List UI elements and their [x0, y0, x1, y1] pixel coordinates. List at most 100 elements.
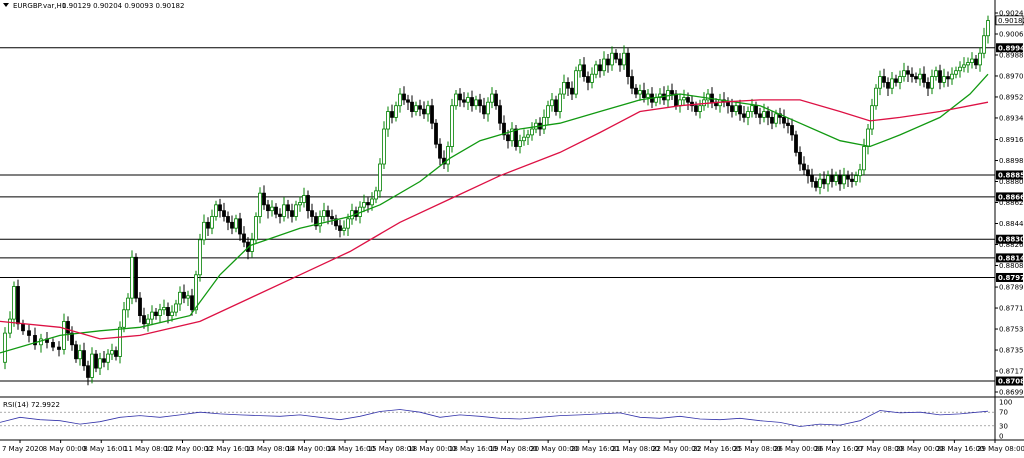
- rsi-line: [0, 409, 989, 427]
- time-tick-label: 14 May 00:00: [286, 445, 334, 453]
- candle-body: [146, 318, 150, 325]
- candle-body: [282, 204, 286, 217]
- candle-body: [798, 151, 802, 165]
- candle-body: [790, 125, 794, 136]
- candle-body: [542, 116, 546, 130]
- level-label-box: [996, 272, 1023, 282]
- candle-body: [482, 105, 486, 115]
- rsi-level-label: 30: [999, 422, 1008, 430]
- candle-body: [138, 297, 142, 317]
- rsi-level-label: 100: [999, 399, 1012, 407]
- candle-body: [434, 122, 438, 145]
- candle-body: [622, 52, 626, 66]
- candle-body: [338, 225, 342, 231]
- candle-body: [934, 70, 938, 77]
- candle-body: [862, 146, 866, 171]
- candle-body: [150, 311, 154, 320]
- candle-body: [706, 93, 710, 101]
- candle-body: [194, 274, 198, 311]
- candle-body: [678, 99, 682, 107]
- candle-body: [466, 97, 470, 103]
- price-tick-label: 0.87715: [999, 305, 1024, 313]
- candle-body: [366, 202, 370, 206]
- candle-body: [910, 73, 914, 77]
- candle-body: [214, 204, 218, 217]
- candle-body: [974, 58, 978, 66]
- candle-body: [118, 326, 122, 357]
- candle-body: [954, 70, 958, 75]
- candle-body: [33, 335, 37, 346]
- candle-body: [946, 76, 950, 80]
- candle-body: [670, 90, 674, 95]
- candle-body: [638, 90, 642, 95]
- candle-body: [51, 342, 55, 348]
- candle-body: [930, 76, 934, 89]
- candle-body: [510, 128, 514, 142]
- candle-body: [754, 105, 758, 115]
- candle-body: [322, 210, 326, 217]
- candle-body: [842, 175, 846, 185]
- candle-body: [902, 70, 906, 77]
- candle-body: [430, 105, 434, 124]
- candle-body: [174, 303, 178, 313]
- candle-body: [326, 210, 330, 217]
- candle-body: [922, 73, 926, 83]
- time-tick-label: 19 May 08:00: [490, 445, 538, 453]
- candle-body: [490, 93, 494, 103]
- time-tick-label: 13 May 08:00: [246, 445, 294, 453]
- collapse-triangle-icon[interactable]: [3, 3, 9, 7]
- candle-body: [82, 350, 86, 367]
- candle-body: [410, 101, 414, 112]
- candle-body: [562, 81, 566, 95]
- candle-body: [3, 332, 7, 363]
- candle-body: [98, 358, 102, 369]
- level-label-box: [996, 234, 1023, 244]
- candle-body: [378, 163, 382, 192]
- candle-body: [838, 175, 842, 185]
- candle-body: [942, 76, 946, 83]
- candle-body: [422, 108, 426, 115]
- current-price-box: [995, 15, 1024, 26]
- candle-body: [106, 353, 110, 363]
- candle-body: [346, 218, 350, 229]
- candle-body: [522, 136, 526, 142]
- candle-body: [734, 105, 738, 112]
- candle-body: [742, 113, 746, 118]
- candle-body: [822, 178, 826, 185]
- level-label: 0.88305: [998, 236, 1024, 244]
- candle-body: [478, 99, 482, 107]
- candle-body: [590, 73, 594, 83]
- candle-body: [698, 105, 702, 112]
- candle-body: [294, 204, 298, 217]
- candle-body: [966, 62, 970, 66]
- candle-body: [926, 81, 930, 89]
- price-axis: 0.90245 0.90065 0.89885 0.89705 0.89525 0.893…: [995, 10, 1024, 397]
- candle-body: [330, 216, 334, 220]
- time-tick-label: 18 May 16:00: [449, 445, 497, 453]
- candle-body: [830, 175, 834, 182]
- candle-body: [818, 178, 822, 188]
- time-tick-label: 21 May 08:00: [611, 445, 659, 453]
- candle-body: [702, 99, 706, 107]
- candle-body: [786, 122, 790, 126]
- candle-body: [382, 128, 386, 165]
- candle-body: [978, 52, 982, 66]
- candle-body: [970, 58, 974, 63]
- candle-body: [914, 76, 918, 80]
- candle-body: [546, 105, 550, 118]
- candle-body: [462, 99, 466, 103]
- candle-body: [502, 122, 506, 136]
- horizontal-levels: [0, 47, 995, 382]
- candle-body: [958, 66, 962, 72]
- price-tick-label: 0.89525: [999, 93, 1024, 101]
- candle-body: [982, 35, 986, 54]
- candle-body: [518, 140, 522, 147]
- candle-body: [130, 256, 134, 299]
- candle-body: [78, 350, 82, 360]
